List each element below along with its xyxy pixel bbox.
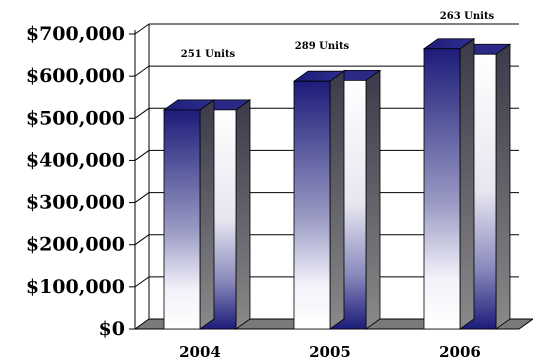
bar-side (365, 69, 381, 330)
y-tick-label: $0 (99, 318, 125, 340)
bar-front (293, 80, 331, 330)
bars (162, 37, 512, 330)
gridline-diagonal (134, 65, 150, 77)
y-tick-labels: $0 $100,000 $200,000 $300,000 $400,000 $500,0… (26, 23, 135, 340)
y-tick-label: $200,000 (26, 234, 125, 256)
bar-side (459, 37, 475, 330)
y-tick-label: $400,000 (26, 149, 125, 171)
x-category-labels: 2004 2005 2006 (179, 343, 481, 361)
gridline-diagonal (134, 192, 150, 203)
bar-front (163, 109, 201, 330)
y-tick-label: $500,000 (26, 107, 125, 129)
data-label: 263 Units (440, 11, 495, 22)
bar-2006-series-1 (422, 37, 476, 330)
x-category-label: 2006 (439, 343, 481, 361)
data-labels: 251 Units 289 Units 263 Units (181, 11, 495, 60)
gridline-diagonal (134, 150, 150, 161)
bar-side (495, 43, 511, 330)
bar-side (329, 70, 345, 330)
y-tick-label: $300,000 (26, 192, 125, 214)
data-label: 289 Units (295, 41, 350, 52)
gridline-diagonal (134, 107, 150, 119)
y-tick-label: $700,000 (26, 23, 125, 45)
bar-2005-series-1 (292, 70, 346, 330)
bar-front (423, 48, 461, 330)
gridline-diagonal (134, 276, 150, 288)
bar-side (235, 99, 251, 330)
bar-side (199, 99, 215, 330)
y-tick-label: $100,000 (26, 276, 125, 298)
x-category-label: 2004 (179, 343, 221, 361)
y-tick-label: $600,000 (26, 65, 125, 87)
gridline-diagonal (134, 23, 150, 35)
data-label: 251 Units (181, 49, 236, 60)
x-category-label: 2005 (309, 343, 351, 361)
bar-2004-series-1 (162, 99, 216, 330)
gridline-diagonal (134, 234, 150, 246)
